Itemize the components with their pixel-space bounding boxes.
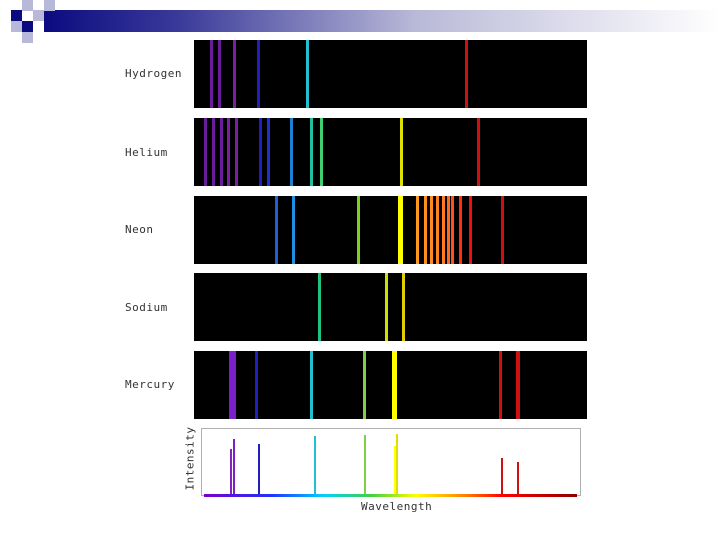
intensity-peak [396, 434, 398, 494]
emission-line [430, 196, 433, 264]
emission-line [218, 40, 221, 108]
emission-line [501, 196, 504, 264]
intensity-peak [501, 458, 503, 494]
emission-line [310, 351, 313, 419]
emission-line [318, 273, 321, 341]
checker-square [22, 32, 33, 43]
emission-line [477, 118, 480, 186]
emission-line [363, 351, 366, 419]
intensity-peak [517, 462, 519, 494]
checker-square [22, 0, 33, 11]
spectrum-panel-hydrogen [194, 40, 587, 108]
emission-line [385, 273, 388, 341]
spectrum-label-hydrogen: Hydrogen [125, 67, 182, 80]
spectrum-label-neon: Neon [125, 223, 154, 236]
spectrum-label-helium: Helium [125, 146, 168, 159]
emission-line [306, 40, 309, 108]
emission-line [436, 196, 439, 264]
intensity-peak [258, 444, 260, 494]
spectrum-panel-neon [194, 196, 587, 264]
emission-line [310, 118, 313, 186]
y-axis-label: Intensity [183, 426, 197, 491]
intensity-peak [233, 439, 235, 494]
emission-line [400, 118, 403, 186]
emission-line [516, 351, 520, 419]
emission-line [320, 118, 323, 186]
wavelength-axis-gradient [204, 494, 577, 497]
intensity-peak [364, 435, 366, 494]
emission-line [227, 118, 230, 186]
emission-line [210, 40, 213, 108]
emission-line [416, 196, 419, 264]
checker-square [11, 21, 22, 32]
emission-line [424, 196, 427, 264]
emission-line [357, 196, 360, 264]
spectrum-panel-mercury [194, 351, 587, 419]
emission-line [442, 196, 445, 264]
emission-line [212, 118, 215, 186]
spectrum-label-mercury: Mercury [125, 378, 175, 391]
emission-line [499, 351, 502, 419]
emission-line [259, 118, 262, 186]
emission-line [235, 118, 238, 186]
checker-square [22, 21, 33, 32]
emission-line [451, 196, 454, 264]
intensity-peak [394, 446, 396, 494]
checker-square [11, 10, 22, 21]
emission-line [275, 196, 278, 264]
spectrum-panel-helium [194, 118, 587, 186]
emission-line [257, 40, 260, 108]
emission-line [292, 196, 295, 264]
emission-line [267, 118, 270, 186]
emission-line [204, 118, 207, 186]
emission-line [220, 118, 223, 186]
emission-line [459, 196, 462, 264]
spectrum-label-sodium: Sodium [125, 301, 168, 314]
intensity-peak [230, 449, 232, 494]
header-gradient-bar [44, 10, 720, 32]
emission-line [469, 196, 472, 264]
emission-line [229, 351, 236, 419]
emission-line [402, 273, 405, 341]
emission-line [465, 40, 468, 108]
slide-header-decoration [0, 0, 720, 48]
checker-square [44, 0, 55, 11]
emission-line [398, 196, 403, 264]
checker-square [33, 10, 44, 21]
emission-line [255, 351, 258, 419]
intensity-peak [314, 436, 316, 494]
emission-line [447, 196, 450, 264]
x-axis-label: Wavelength [361, 500, 433, 513]
emission-line [233, 40, 236, 108]
emission-line [392, 351, 397, 419]
emission-line [290, 118, 293, 186]
spectrum-panel-sodium [194, 273, 587, 341]
